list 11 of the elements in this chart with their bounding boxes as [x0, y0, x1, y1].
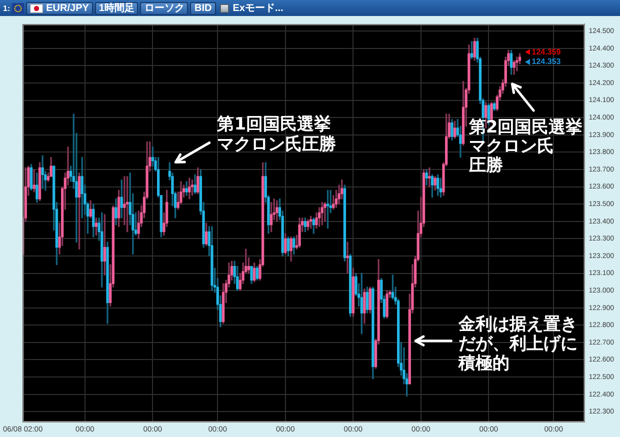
annotation: 124.353 — [532, 57, 562, 66]
button: EUR/JPY — [26, 2, 93, 14]
annotation: 金利は据え置きだが、利上げに積極的 — [457, 314, 578, 374]
button: ローソク — [140, 2, 188, 14]
button: BID — [190, 2, 216, 14]
annotation: 124.359 — [532, 48, 562, 57]
chart-title: EUR/JPY — [46, 2, 89, 14]
toolbar: 1: EUR/JPY 1時間足 ローソク BID Exモード... — [0, 0, 620, 16]
annotation: 第2回国民選挙マクロン氏圧勝 — [468, 118, 583, 176]
button: 1時間足 — [94, 2, 138, 14]
annotation: 第1回国民選挙マクロン氏圧勝 — [216, 114, 338, 154]
